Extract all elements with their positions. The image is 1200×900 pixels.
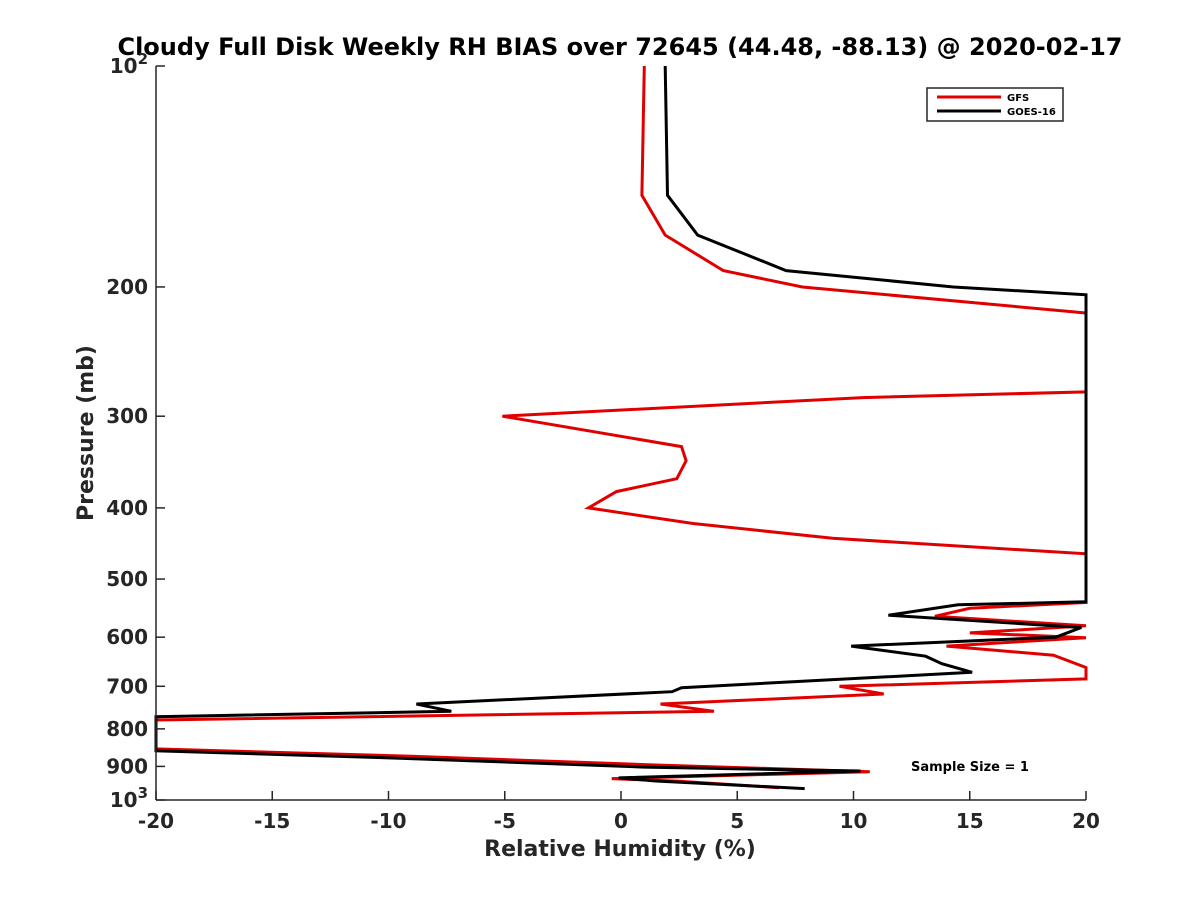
x-tick-label: 15 [956,809,984,833]
plot-area: -20 -15 -10 -5 0 5 10 15 20 102 200 300 400 500 600 700… [106,50,1100,833]
y-tick-label: 200 [106,275,148,299]
y-tick-label: 600 [106,625,148,649]
chart-title: Cloudy Full Disk Weekly RH BIAS over 726… [117,33,1122,61]
y-axis-label: Pressure (mb) [74,345,99,521]
legend-box [926,87,1064,122]
x-tick-label: 10 [840,809,868,833]
x-tick-label: -20 [138,809,174,833]
x-tick-label: -10 [370,809,406,833]
x-tick-label: -15 [254,809,290,833]
sample-size-annotation: Sample Size = 1 [911,760,1029,775]
y-tick-label: 700 [106,674,148,698]
series-line-goes-16 [154,65,1088,791]
axes-layer: -20 -15 -10 -5 0 5 10 15 20 102 200 300 400 500 600 700… [106,50,1100,833]
x-axis-label: Relative Humidity (%) [484,837,756,862]
legend: GFS GOES-16 [926,87,1064,122]
y-tick-label: 800 [106,717,148,741]
y-tick-label: 900 [106,754,148,778]
y-tick-label: 103 [110,784,148,812]
y-tick-label: 500 [106,567,148,591]
x-tick-label: 5 [730,809,744,833]
x-tick-label: -5 [494,809,516,833]
x-tick-label: 20 [1072,809,1100,833]
y-tick-label: 300 [106,404,148,428]
y-tick-label: 102 [110,50,148,78]
legend-label-gfs: GFS [1007,93,1029,104]
x-tick-label: 0 [614,809,628,833]
y-tick-label: 400 [106,496,148,520]
legend-label-goes-16: GOES-16 [1007,107,1056,118]
